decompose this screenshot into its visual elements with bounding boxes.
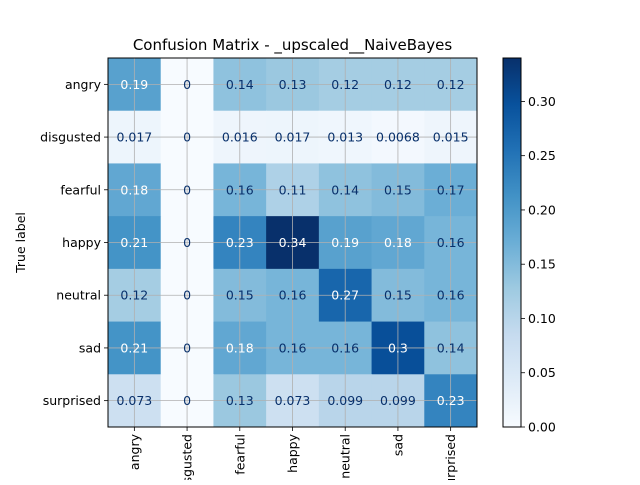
heatmap-cell-value: 0.14 <box>331 182 359 197</box>
heatmap-cell-value: 0.16 <box>437 235 465 250</box>
colorbar-tick-label: 0.10 <box>528 311 556 326</box>
heatmap-cell-value: 0.017 <box>116 130 152 145</box>
colorbar-ticks: 0.00 0.05 0.10 0.15 0.20 0.25 0.30 <box>521 94 556 435</box>
heatmap-cell-value: 0.11 <box>279 182 307 197</box>
heatmap-cell-value: 0.16 <box>437 288 465 303</box>
y-tick-label: fearful <box>60 182 101 197</box>
heatmap-cell-value: 0 <box>183 182 191 197</box>
heatmap-cell-value: 0.073 <box>275 393 311 408</box>
heatmap-cell-value: 0.23 <box>226 235 254 250</box>
heatmap-gridlines <box>108 58 477 427</box>
x-tick-label: surprised <box>443 434 458 480</box>
y-tick-label: sad <box>79 340 101 355</box>
heatmap-cell-value: 0.23 <box>437 393 465 408</box>
colorbar-tick-label: 0.30 <box>528 94 556 109</box>
heatmap-cell-value: 0.017 <box>275 130 311 145</box>
heatmap-cell-value: 0.21 <box>120 340 148 355</box>
heatmap-cell-value: 0.18 <box>120 182 148 197</box>
heatmap-cell-value: 0 <box>183 340 191 355</box>
heatmap-cell-value: 0.016 <box>222 130 258 145</box>
x-tick-label: sad <box>390 434 405 456</box>
colorbar-tick-label: 0.05 <box>528 365 556 380</box>
chart-title: Confusion Matrix - _upscaled__NaiveBayes <box>133 36 453 55</box>
heatmap-cell-value: 0.15 <box>384 288 412 303</box>
heatmap-cell-labels: 0.19 0 0.14 0.13 0.12 0.12 0.12 0.017 0 0.016 0.01… <box>116 77 468 408</box>
heatmap-cell-value: 0 <box>183 393 191 408</box>
heatmap-cell-value: 0 <box>183 288 191 303</box>
x-tick-label: neutral <box>338 434 353 479</box>
heatmap-cell-value: 0 <box>183 130 191 145</box>
heatmap-cell-value: 0.27 <box>331 288 359 303</box>
heatmap-cell-value: 0.12 <box>120 288 148 303</box>
y-tick-label: happy <box>62 235 101 250</box>
x-tick-label: angry <box>127 433 142 470</box>
x-axis-ticks: angry disgusted fearful happy neutral sad surp… <box>127 427 458 485</box>
colorbar <box>502 57 522 428</box>
y-tick-label: surprised <box>43 393 101 408</box>
heatmap-cell-value: 0.0068 <box>376 130 420 145</box>
colorbar-tick-label: 0.15 <box>528 257 556 272</box>
colorbar-tick-label: 0.00 <box>528 420 556 435</box>
heatmap-cell-value: 0.18 <box>384 235 412 250</box>
y-tick-label: angry <box>65 77 102 92</box>
heatmap-cell-value: 0.12 <box>437 77 465 92</box>
x-tick-label: happy <box>285 433 300 472</box>
heatmap-cell-value: 0.013 <box>327 130 363 145</box>
x-tick-label: disgusted <box>180 434 195 480</box>
heatmap-cell-value: 0.15 <box>226 288 254 303</box>
heatmap-cell-value: 0.19 <box>331 235 359 250</box>
heatmap-cell-value: 0.12 <box>384 77 412 92</box>
heatmap-cell-value: 0.14 <box>226 77 254 92</box>
heatmap-cell-value: 0.3 <box>388 340 408 355</box>
y-axis-label: True label <box>13 212 28 274</box>
heatmap-cell-value: 0 <box>183 77 191 92</box>
heatmap-cell-value: 0.13 <box>226 393 254 408</box>
heatmap-cell-value: 0.073 <box>116 393 152 408</box>
heatmap-cell-value: 0.13 <box>279 77 307 92</box>
y-axis-ticks: angry disgusted fearful happy neutral sad surp… <box>40 77 108 408</box>
colorbar-tick-label: 0.25 <box>528 148 556 163</box>
heatmap-cell-value: 0.18 <box>226 340 254 355</box>
colorbar-tick-label: 0.20 <box>528 202 556 217</box>
y-tick-label: disgusted <box>40 130 101 145</box>
x-tick-label: fearful <box>232 434 247 475</box>
heatmap-cell-value: 0.015 <box>433 130 469 145</box>
heatmap-cell-value: 0.19 <box>120 77 148 92</box>
heatmap-cell-value: 0.14 <box>437 340 465 355</box>
heatmap-cell-value: 0 <box>183 235 191 250</box>
heatmap-cell-value: 0.16 <box>226 182 254 197</box>
y-tick-label: neutral <box>56 288 101 303</box>
heatmap-cell-value: 0.099 <box>380 393 416 408</box>
heatmap-cell-value: 0.17 <box>437 182 465 197</box>
heatmap-cell-value: 0.16 <box>279 288 307 303</box>
heatmap-cell-value: 0.12 <box>331 77 359 92</box>
heatmap-cell-value: 0.16 <box>279 340 307 355</box>
heatmap-cell-value: 0.34 <box>279 235 307 250</box>
heatmap-cell-value: 0.21 <box>120 235 148 250</box>
heatmap-cell-value: 0.099 <box>327 393 363 408</box>
heatmap-cell-value: 0.15 <box>384 182 412 197</box>
heatmap-cell-value: 0.16 <box>331 340 359 355</box>
